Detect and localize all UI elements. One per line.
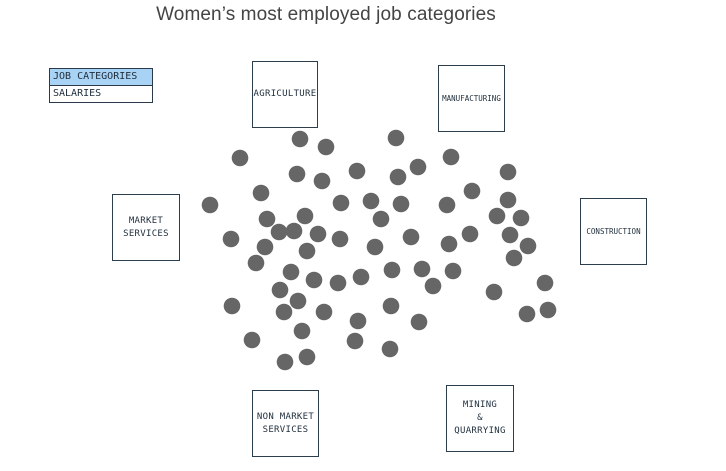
job-bubble[interactable] <box>305 271 323 289</box>
job-bubble[interactable] <box>499 191 517 209</box>
job-bubble[interactable] <box>252 184 270 202</box>
job-bubble[interactable] <box>201 196 219 214</box>
job-bubble[interactable] <box>289 292 307 310</box>
job-bubble[interactable] <box>501 226 519 244</box>
job-bubble[interactable] <box>222 230 240 248</box>
job-bubble[interactable] <box>381 340 399 358</box>
category-mining-quarrying[interactable]: MINING & QUARRYING <box>446 385 514 452</box>
job-bubble[interactable] <box>442 148 460 166</box>
job-bubble[interactable] <box>309 225 327 243</box>
job-bubble[interactable] <box>362 192 380 210</box>
job-bubble[interactable] <box>518 305 536 323</box>
toggle-job-categories[interactable]: JOB CATEGORIES <box>50 69 152 86</box>
job-bubble[interactable] <box>402 228 420 246</box>
job-bubble[interactable] <box>389 168 407 186</box>
job-bubble[interactable] <box>247 254 265 272</box>
job-bubble[interactable] <box>440 235 458 253</box>
job-bubble[interactable] <box>288 165 306 183</box>
category-construction-label: CONSTRUCTION <box>586 227 641 236</box>
category-non-market-services-label: NON MARKET SERVICES <box>256 411 315 435</box>
job-bubble[interactable] <box>349 312 367 330</box>
job-bubble[interactable] <box>276 353 294 371</box>
job-bubble[interactable] <box>332 194 350 212</box>
job-bubble[interactable] <box>512 209 530 227</box>
job-bubble[interactable] <box>270 223 288 241</box>
category-agriculture[interactable]: AGRICULTURE <box>252 61 318 128</box>
job-bubble[interactable] <box>296 207 314 225</box>
job-bubble[interactable] <box>346 332 364 350</box>
job-bubble[interactable] <box>463 182 481 200</box>
job-bubble[interactable] <box>291 130 309 148</box>
job-bubble[interactable] <box>383 261 401 279</box>
job-bubble[interactable] <box>366 238 384 256</box>
job-bubble[interactable] <box>392 195 410 213</box>
job-bubble[interactable] <box>317 138 335 156</box>
job-bubble[interactable] <box>485 283 503 301</box>
job-bubble[interactable] <box>410 313 428 331</box>
job-bubble[interactable] <box>231 149 249 167</box>
category-mining-quarrying-label: MINING & QUARRYING <box>454 400 506 436</box>
job-bubble[interactable] <box>298 242 316 260</box>
job-bubble[interactable] <box>243 331 261 349</box>
job-bubble[interactable] <box>444 262 462 280</box>
job-bubble[interactable] <box>298 348 316 366</box>
category-market-services[interactable]: MARKET SERVICES <box>112 194 180 261</box>
view-toggle: JOB CATEGORIES SALARIES <box>49 68 153 103</box>
job-bubble[interactable] <box>461 225 479 243</box>
category-manufacturing-label: MANUFACTURING <box>442 94 501 103</box>
job-bubble[interactable] <box>275 303 293 321</box>
job-bubble[interactable] <box>413 260 431 278</box>
category-market-services-label: MARKET SERVICES <box>123 215 169 239</box>
job-bubble[interactable] <box>348 162 366 180</box>
job-bubble[interactable] <box>499 163 517 181</box>
job-bubble[interactable] <box>409 158 427 176</box>
job-bubble[interactable] <box>285 222 303 240</box>
category-non-market-services[interactable]: NON MARKET SERVICES <box>252 390 319 457</box>
job-bubble[interactable] <box>505 249 523 267</box>
category-manufacturing[interactable]: MANUFACTURING <box>438 65 505 132</box>
job-bubble[interactable] <box>223 297 241 315</box>
job-bubble[interactable] <box>256 238 274 256</box>
job-bubble[interactable] <box>313 172 331 190</box>
job-bubble[interactable] <box>352 268 370 286</box>
job-bubble[interactable] <box>488 207 506 225</box>
job-bubble[interactable] <box>536 274 554 292</box>
job-bubble[interactable] <box>387 129 405 147</box>
job-bubble[interactable] <box>424 277 442 295</box>
job-bubble[interactable] <box>331 230 349 248</box>
job-bubble[interactable] <box>293 322 311 340</box>
job-bubble[interactable] <box>519 237 537 255</box>
job-bubble[interactable] <box>329 274 347 292</box>
job-bubble[interactable] <box>282 263 300 281</box>
job-bubble[interactable] <box>271 281 289 299</box>
job-bubble[interactable] <box>315 303 333 321</box>
chart-title: Women’s most employed job categories <box>156 4 496 25</box>
job-bubble[interactable] <box>258 210 276 228</box>
category-construction[interactable]: CONSTRUCTION <box>580 198 647 265</box>
job-bubble[interactable] <box>372 210 390 228</box>
job-bubble[interactable] <box>438 196 456 214</box>
job-bubble[interactable] <box>382 297 400 315</box>
toggle-salaries[interactable]: SALARIES <box>53 88 102 99</box>
job-bubble[interactable] <box>539 301 557 319</box>
category-agriculture-label: AGRICULTURE <box>253 89 317 99</box>
